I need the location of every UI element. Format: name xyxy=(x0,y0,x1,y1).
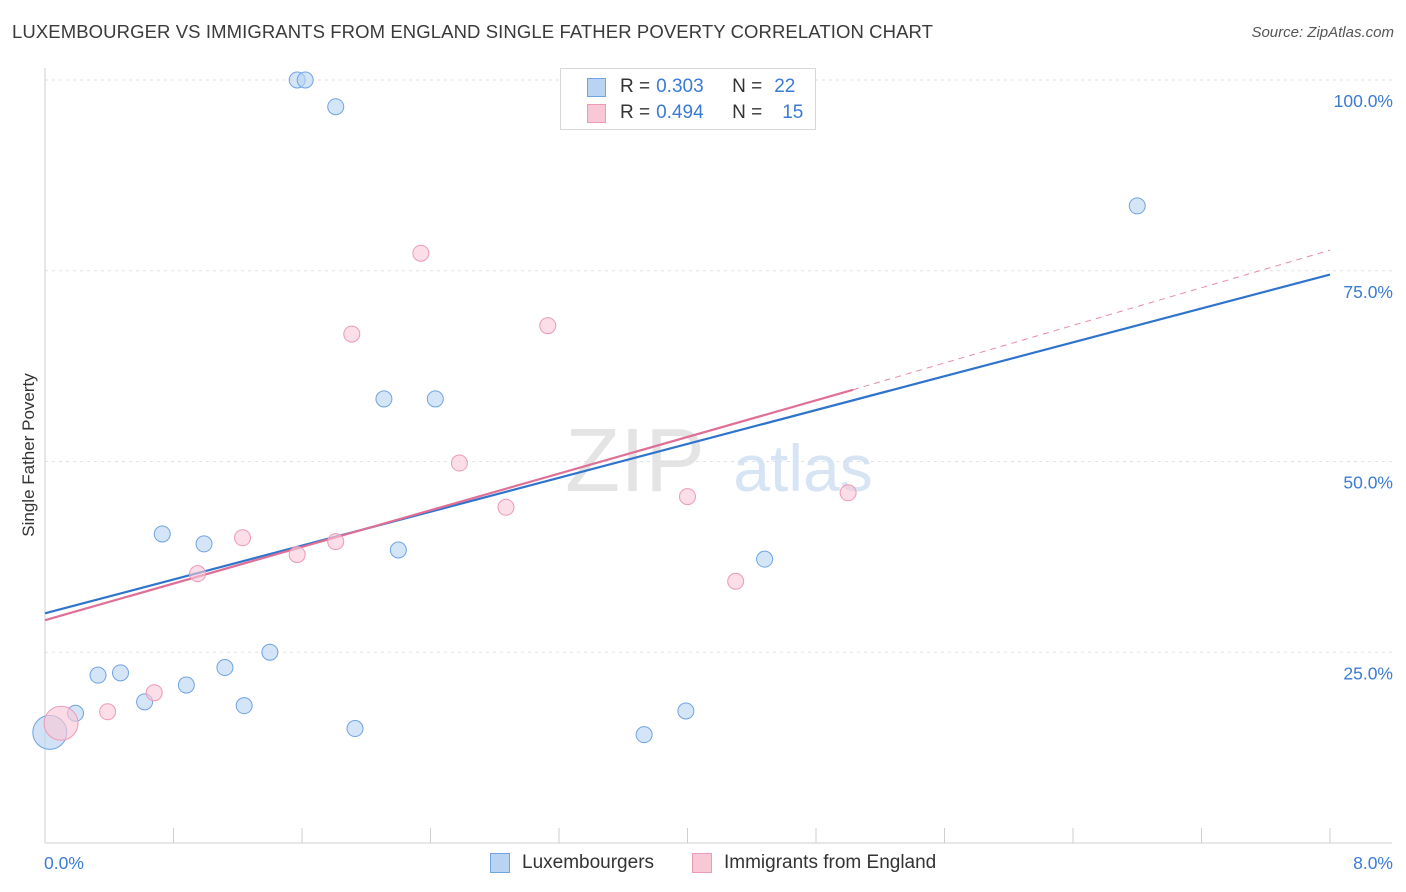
point-luxembourgers xyxy=(389,541,407,559)
r-label: R = xyxy=(620,76,651,97)
y-tick-label: 50.0% xyxy=(1343,473,1393,493)
swatch-luxembourgers xyxy=(587,77,606,97)
legend-swatch-immigrants-england xyxy=(692,853,712,873)
point-luxembourgers xyxy=(327,98,345,116)
point-luxembourgers xyxy=(216,659,234,677)
point-luxembourgers xyxy=(756,550,774,568)
n-value: 22 xyxy=(774,76,796,97)
swatch-immigrants-england xyxy=(587,103,606,123)
tick-labels: 25.0% 50.0% 75.0% 100.0% 0.0% 8.0% xyxy=(44,91,1393,873)
legend-item-immigrants-england[interactable]: Immigrants from England xyxy=(692,852,936,874)
point-luxembourgers xyxy=(153,525,171,543)
point-luxembourgers xyxy=(635,726,653,744)
point-immigrants-england xyxy=(412,244,430,262)
point-immigrants-england xyxy=(839,484,857,502)
r-label: R = xyxy=(620,102,651,123)
trend-line-immigrants-england xyxy=(44,388,854,622)
point-immigrants-england xyxy=(343,325,361,343)
y-axis-label: Single Father Poverty xyxy=(19,373,38,537)
point-immigrants-england xyxy=(679,488,696,506)
y-tick-label: 25.0% xyxy=(1343,663,1393,683)
point-immigrants-england xyxy=(288,546,306,564)
gridlines xyxy=(45,79,1392,653)
point-luxembourgers xyxy=(677,702,695,720)
y-tick-label: 75.0% xyxy=(1343,282,1393,302)
point-immigrants-england xyxy=(727,572,745,590)
point-luxembourgers xyxy=(296,71,314,89)
point-luxembourgers xyxy=(111,664,129,682)
point-immigrants-england xyxy=(497,498,515,516)
point-immigrants-england xyxy=(234,529,252,547)
point-luxembourgers xyxy=(261,643,279,661)
point-immigrants-england xyxy=(539,317,557,335)
x-tick-label-max: 8.0% xyxy=(1353,853,1393,873)
point-luxembourgers xyxy=(426,390,444,408)
point-luxembourgers xyxy=(346,720,364,738)
point-immigrants-england xyxy=(450,454,468,472)
trend-lines xyxy=(44,249,1331,622)
legend-label-luxembourgers: Luxembourgers xyxy=(522,852,655,873)
series-legend: Luxembourgers Immigrants from England xyxy=(0,852,1406,878)
n-value: 15 xyxy=(782,102,804,123)
legend-label-immigrants-england: Immigrants from England xyxy=(724,852,937,873)
point-immigrants-england xyxy=(43,705,79,741)
source-label: Source: ZipAtlas.com xyxy=(1251,24,1394,41)
n-label: N = xyxy=(732,102,763,123)
trend-line-luxembourgers xyxy=(44,273,1331,615)
legend-swatch-luxembourgers xyxy=(490,853,510,873)
point-luxembourgers xyxy=(177,676,195,694)
r-value: 0.494 xyxy=(656,102,704,123)
point-luxembourgers xyxy=(195,535,213,553)
correlation-legend: R = 0.303 N = 22 R = 0.494 N = 15 xyxy=(560,68,816,130)
point-luxembourgers xyxy=(235,697,253,715)
point-immigrants-england xyxy=(189,565,207,583)
chart-title: LUXEMBOURGER VS IMMIGRANTS FROM ENGLAND … xyxy=(12,21,934,42)
legend-item-luxembourgers[interactable]: Luxembourgers xyxy=(490,852,654,874)
point-immigrants-england xyxy=(99,703,117,721)
point-immigrants-england xyxy=(327,533,345,551)
x-tick-label-min: 0.0% xyxy=(44,853,84,873)
axes xyxy=(44,68,1392,844)
point-luxembourgers xyxy=(1128,197,1146,215)
point-luxembourgers xyxy=(89,666,107,684)
legend-row-luxembourgers: R = 0.303 N = 22 xyxy=(587,75,795,99)
legend-row-immigrants-england: R = 0.494 N = 15 xyxy=(587,101,803,125)
y-tick-label: 100.0% xyxy=(1334,91,1393,111)
r-value: 0.303 xyxy=(656,76,704,97)
trend-extension-immigrants-england xyxy=(852,249,1331,391)
n-label: N = xyxy=(732,76,763,97)
point-luxembourgers xyxy=(375,390,393,408)
data-points xyxy=(32,71,1146,750)
point-immigrants-england xyxy=(145,684,163,702)
